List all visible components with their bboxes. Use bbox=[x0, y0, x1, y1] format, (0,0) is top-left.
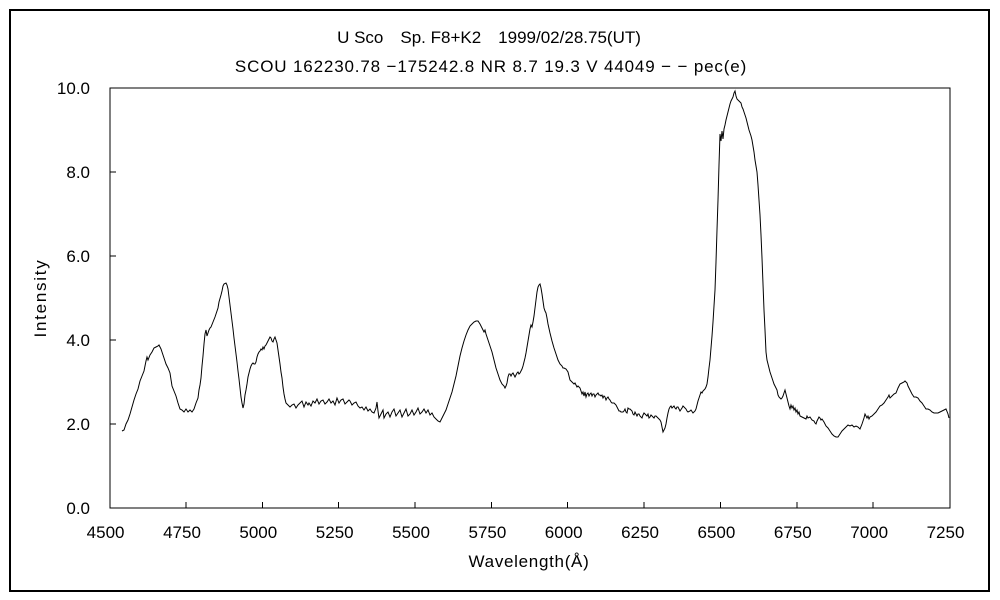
svg-text:6000: 6000 bbox=[545, 523, 583, 542]
svg-text:6.0: 6.0 bbox=[66, 247, 90, 266]
svg-text:7250: 7250 bbox=[927, 523, 965, 542]
svg-text:10.0: 10.0 bbox=[57, 79, 90, 98]
svg-text:5500: 5500 bbox=[392, 523, 430, 542]
svg-text:6250: 6250 bbox=[621, 523, 659, 542]
svg-text:5000: 5000 bbox=[239, 523, 277, 542]
svg-text:2.0: 2.0 bbox=[66, 415, 90, 434]
svg-text:6500: 6500 bbox=[697, 523, 735, 542]
svg-text:8.0: 8.0 bbox=[66, 163, 90, 182]
svg-text:Intensity: Intensity bbox=[31, 258, 50, 337]
svg-text:U Sco Sp. F8+K2 1999/02/28.7: U Sco Sp. F8+K2 1999/02/28.75(UT) bbox=[337, 28, 641, 47]
svg-text:Wavelength(Å): Wavelength(Å) bbox=[469, 552, 590, 571]
svg-text:SCOU 162230.78 −175242.8 NR 8.: SCOU 162230.78 −175242.8 NR 8.7 19.3 V 4… bbox=[235, 57, 747, 76]
svg-text:4.0: 4.0 bbox=[66, 331, 90, 350]
svg-text:0.0: 0.0 bbox=[66, 499, 90, 518]
svg-text:6750: 6750 bbox=[774, 523, 812, 542]
svg-text:4750: 4750 bbox=[163, 523, 201, 542]
svg-text:4500: 4500 bbox=[87, 523, 125, 542]
svg-text:5250: 5250 bbox=[316, 523, 354, 542]
svg-text:7000: 7000 bbox=[850, 523, 888, 542]
svg-text:5750: 5750 bbox=[468, 523, 506, 542]
